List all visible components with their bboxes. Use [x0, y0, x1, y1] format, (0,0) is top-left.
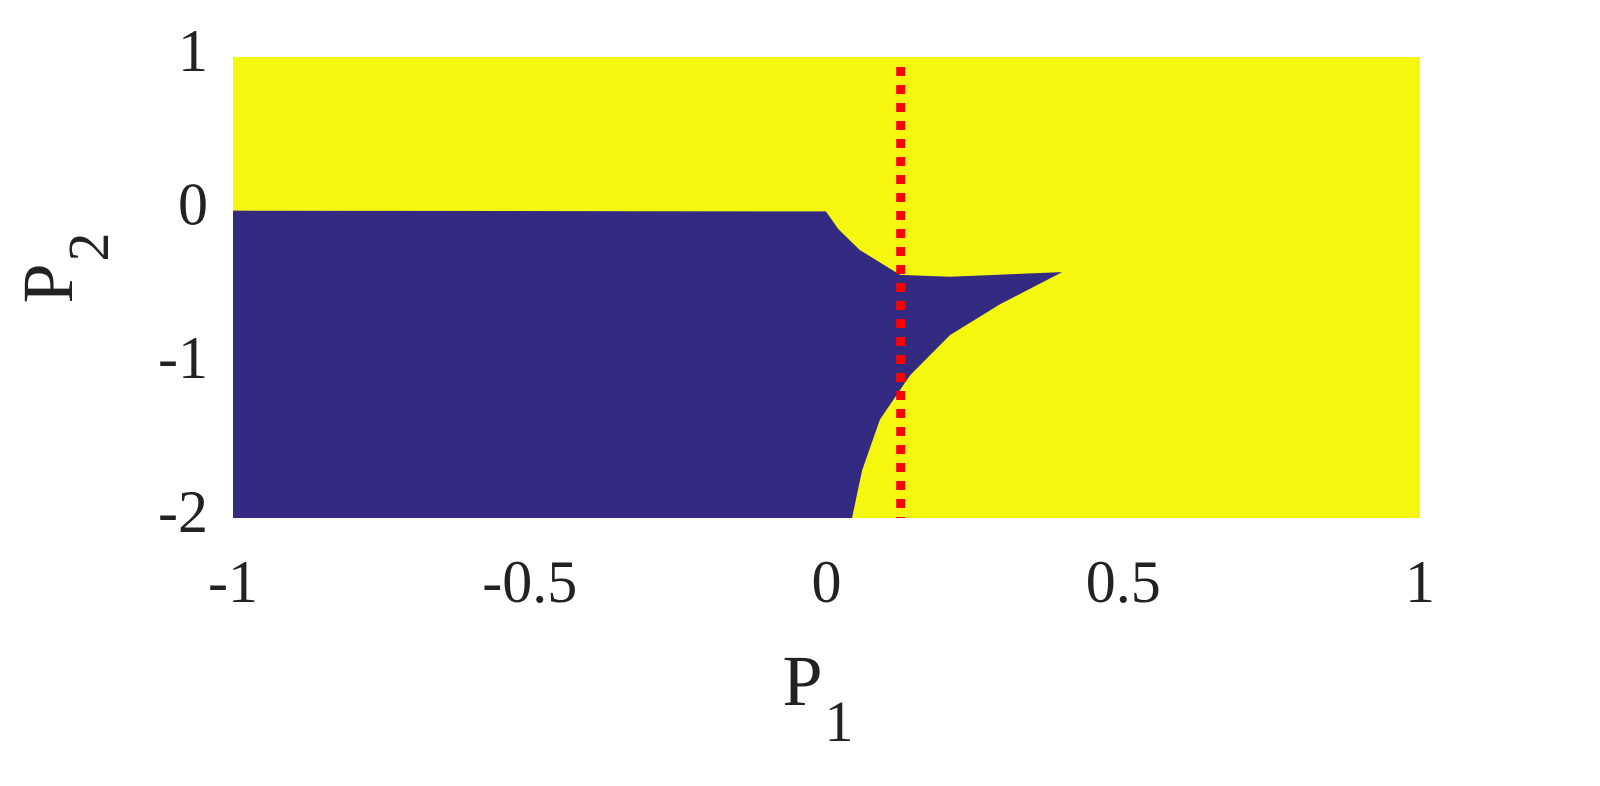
x-tick-label: 0 — [812, 549, 842, 615]
y-tick-label: 0 — [178, 171, 208, 237]
y-axis-label-subscript: 2 — [56, 232, 121, 261]
region — [233, 210, 1063, 518]
x-axis-label: P1 — [782, 641, 853, 755]
x-tick-label: 1 — [1405, 549, 1435, 615]
x-tick-label: -1 — [208, 549, 258, 615]
y-tick-label: -2 — [158, 479, 208, 545]
x-axis-label-subscript: 1 — [825, 689, 854, 754]
y-tick-label: -1 — [158, 325, 208, 391]
x-axis-label-main: P — [782, 641, 822, 721]
x-tick-label: 0.5 — [1086, 549, 1161, 615]
x-tick-label: -0.5 — [482, 549, 577, 615]
y-axis-label-main: P — [8, 263, 88, 303]
y-axis-label: P2 — [8, 232, 122, 303]
y-tick-label: 1 — [178, 18, 208, 84]
